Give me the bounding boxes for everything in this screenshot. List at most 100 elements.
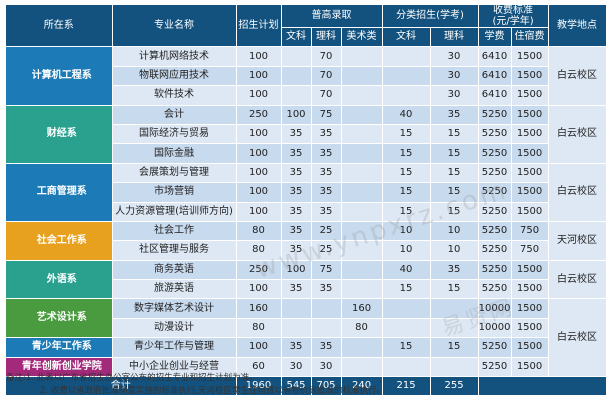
cell-major: 旅游英语 [112, 279, 237, 300]
cell-lodging: 1500 [511, 279, 549, 300]
cell-plan: 160 [236, 298, 282, 319]
cell-general-art [341, 260, 383, 281]
cell-general-art [341, 105, 383, 125]
cell-classified-science [430, 357, 479, 378]
cell-campus: 白云校区 [548, 46, 607, 106]
cell-campus: 天河校区 [548, 221, 607, 261]
cell-tuition: 5250 [478, 221, 512, 242]
total-classified-liberal: 215 [382, 376, 431, 397]
cell-classified-liberal: 15 [382, 163, 431, 184]
table-row: 国际金融 100 35 35 15 15 5250 1500 [6, 143, 606, 164]
cell-classified-liberal: 15 [382, 143, 431, 164]
table-row: 国际经济与贸易 100 35 35 15 15 5250 1500 [6, 124, 606, 145]
cell-major: 青少年工作与管理 [112, 337, 237, 358]
cell-tuition: 6410 [478, 85, 512, 106]
header-fee-title: 收费标准 [493, 5, 534, 16]
cell-lodging: 1500 [511, 46, 549, 67]
note-1: 备注:1. 此表以广东省招生办公室公布的招生专业和招生计划为准。 [6, 373, 258, 383]
header-tuition: 学费 [478, 27, 512, 48]
header-classified: 分类招生(学考) [382, 5, 479, 28]
cell-plan: 100 [236, 66, 282, 87]
cell-general-liberal: 35 [281, 163, 312, 184]
cell-plan: 100 [236, 202, 282, 222]
cell-general-liberal: 35 [281, 337, 312, 358]
dept-name: 青年创新创业学院 [6, 357, 113, 378]
cell-general-art [341, 202, 383, 222]
cell-tuition: 5250 [478, 279, 512, 300]
dept-name: 外语系 [6, 260, 113, 300]
cell-classified-liberal: 15 [382, 337, 431, 358]
dept-name: 青少年工作系 [6, 337, 113, 358]
cell-major: 计算机网络技术 [112, 46, 237, 67]
total-classified-science: 255 [430, 376, 479, 397]
cell-general-art [341, 357, 383, 378]
cell-classified-science: 30 [430, 46, 479, 67]
cell-classified-science: 35 [430, 260, 479, 281]
header-general: 普高录取 [281, 5, 383, 28]
cell-general-science: 25 [311, 240, 342, 261]
dept-name: 艺术设计系 [6, 298, 113, 339]
dept-name: 工商管理系 [6, 163, 113, 222]
cell-general-art: 160 [341, 298, 383, 319]
cell-lodging: 1500 [511, 182, 549, 203]
cell-general-art: 80 [341, 318, 383, 339]
cell-tuition: 5250 [478, 260, 512, 281]
cell-general-liberal: 35 [281, 124, 312, 145]
cell-general-liberal: 35 [281, 143, 312, 164]
cell-classified-liberal [382, 318, 431, 339]
cell-tuition: 5250 [478, 105, 512, 125]
cell-classified-science: 15 [430, 202, 479, 222]
total-label: 合计 [6, 376, 237, 397]
cell-classified-science: 30 [430, 85, 479, 106]
cell-classified-liberal: 15 [382, 182, 431, 203]
cell-lodging: 1500 [511, 85, 549, 106]
cell-general-science: 70 [311, 66, 342, 87]
cell-general-liberal: 100 [281, 260, 312, 281]
cell-classified-liberal: 40 [382, 260, 431, 281]
cell-classified-science: 15 [430, 279, 479, 300]
header-classified-science: 理科 [430, 27, 479, 48]
table-row: 物联网应用技术 100 70 30 6410 1500 [6, 66, 606, 87]
cell-lodging: 1500 [511, 124, 549, 145]
table-row: 人力资源管理(培训师方向) 100 35 35 15 15 5250 1500 [6, 202, 606, 222]
cell-general-science: 75 [311, 260, 342, 281]
cell-campus: 白云校区 [548, 260, 607, 300]
header-fee: 收费标准 (元/学年) [478, 5, 549, 28]
cell-general-liberal [281, 66, 312, 87]
cell-lodging: 750 [511, 221, 549, 242]
cell-general-liberal: 35 [281, 182, 312, 203]
cell-general-liberal: 35 [281, 240, 312, 261]
cell-tuition: 5250 [478, 337, 512, 358]
cell-general-science: 35 [311, 124, 342, 145]
cell-classified-science: 35 [430, 105, 479, 125]
cell-major: 人力资源管理(培训师方向) [112, 202, 237, 222]
cell-classified-liberal [382, 298, 431, 319]
cell-lodging: 1500 [511, 163, 549, 184]
cell-general-liberal: 100 [281, 105, 312, 125]
cell-lodging: 750 [511, 240, 549, 261]
table-row: 软件技术 100 70 30 6410 1500 [6, 85, 606, 106]
cell-general-science [311, 318, 342, 339]
table-row: 外语系 商务英语 250 100 75 40 35 5250 1500 白云校区 [6, 260, 607, 300]
dept-name: 财经系 [6, 105, 113, 164]
cell-plan: 100 [236, 279, 282, 300]
cell-major: 市场营销 [112, 182, 237, 203]
total-plan: 1960 [236, 376, 282, 397]
cell-general-art [341, 182, 383, 203]
cell-tuition: 5250 [478, 202, 512, 222]
total-general-liberal: 545 [281, 376, 312, 397]
header-general-art: 美术类 [341, 27, 383, 48]
cell-classified-science: 15 [430, 182, 479, 203]
cell-classified-science: 15 [430, 143, 479, 164]
cell-major: 社会工作 [112, 221, 237, 242]
cell-tuition: 5250 [478, 163, 512, 184]
cell-general-science [311, 298, 342, 319]
cell-general-science: 35 [311, 143, 342, 164]
cell-classified-liberal: 15 [382, 202, 431, 222]
cell-major: 数字媒体艺术设计 [112, 298, 237, 319]
table-header: 所在系 专业名称 招生计划 普高录取 分类招生(学考) 收费标准 (元/学年) … [6, 5, 607, 48]
cell-major: 国际金融 [112, 143, 237, 164]
table-row: 社区管理与服务 80 35 25 10 10 5250 750 [6, 240, 606, 261]
cell-plan: 100 [236, 124, 282, 145]
cell-general-art [341, 85, 383, 106]
